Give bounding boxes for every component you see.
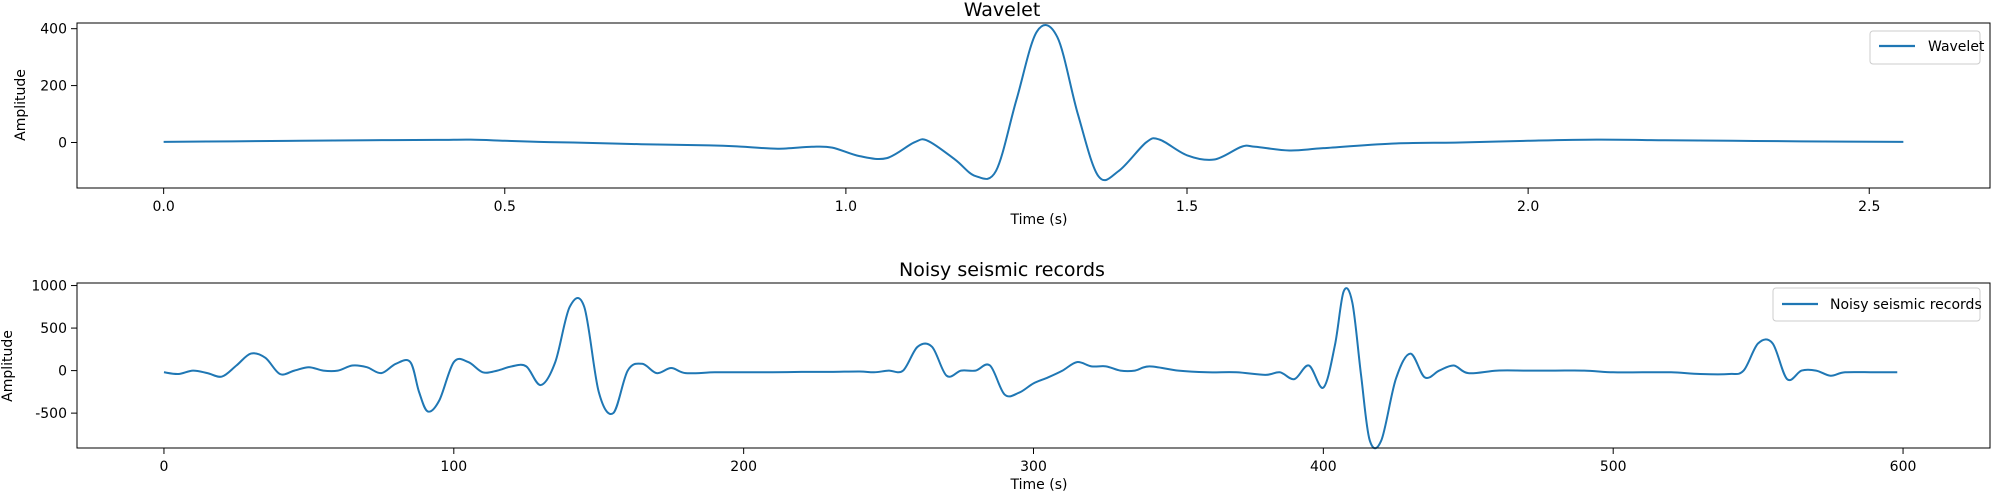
wavelet-xtick-label: 0.0 [153,199,175,215]
wavelet-xlabel: Time (s) [1010,212,1068,228]
noisy-records-xtick-label: 0 [159,459,168,475]
wavelet-xtick-label: 1.5 [1176,199,1198,215]
noisy-records-ylabel: Amplitude [0,330,16,402]
noisy-records-series-line [163,287,1898,450]
wavelet-legend-label: Wavelet [1928,39,1985,55]
wavelet-xtick-label: 2.0 [1517,199,1539,215]
noisy-records-xtick-label: 300 [1020,459,1047,475]
wavelet-ytick-label: 400 [40,22,67,38]
noisy-records-panel: Noisy seismic records 0 100 200 300 400 500 60… [0,259,1991,493]
noisy-records-ytick-label: 0 [58,364,67,380]
noisy-records-axes-frame [76,282,1991,449]
wavelet-xtick-label: 2.5 [1858,199,1880,215]
noisy-records-title: Noisy seismic records [899,259,1105,281]
wavelet-xtick-label: 1.0 [835,199,857,215]
wavelet-legend: Wavelet [1869,30,1985,65]
noisy-records-xlabel: Time (s) [1010,477,1068,493]
noisy-records-plot-area: 0 100 200 300 400 500 600 -500 0 500 1000 [31,279,1916,475]
wavelet-ytick-label: 0 [58,135,67,151]
noisy-records-legend-box [1772,287,1981,322]
noisy-records-ytick-label: 1000 [31,279,67,295]
wavelet-legend-box [1869,30,1981,65]
noisy-records-xtick-label: 200 [730,459,757,475]
noisy-records-xtick-label: 500 [1600,459,1627,475]
wavelet-plot-area: 0.0 0.5 1.0 1.5 2.0 2.5 0 200 400 [40,22,1904,215]
wavelet-panel: Wavelet 0.0 0.5 1.0 1.5 2.0 2.5 0 200 400 Time (… [13,0,1991,228]
wavelet-ylabel: Amplitude [13,69,29,141]
noisy-records-legend-label: Noisy seismic records [1830,297,1982,313]
wavelet-series-line [163,24,1904,182]
wavelet-axes-frame [76,22,1991,189]
noisy-records-xtick-label: 100 [440,459,467,475]
wavelet-title: Wavelet [964,0,1041,21]
noisy-records-legend: Noisy seismic records [1772,287,1982,322]
noisy-records-xtick-label: 600 [1890,459,1917,475]
wavelet-ytick-label: 200 [40,79,67,95]
noisy-records-ytick-label: -500 [35,406,67,422]
noisy-records-ytick-label: 500 [40,321,67,337]
wavelet-xtick-label: 0.5 [494,199,516,215]
noisy-records-xtick-label: 400 [1310,459,1337,475]
